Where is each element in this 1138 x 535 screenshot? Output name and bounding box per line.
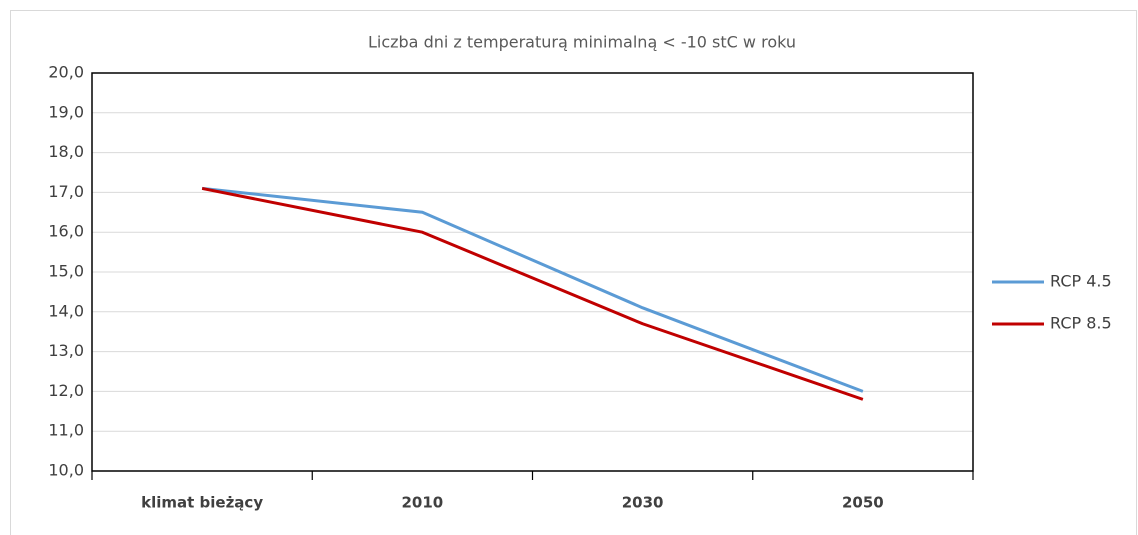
y-tick-label: 13,0 [48, 341, 84, 360]
chart-frame [10, 10, 1137, 535]
y-tick-label: 10,0 [48, 461, 84, 480]
x-tick-label: 2010 [402, 494, 444, 512]
legend-label: RCP 4.5 [1050, 272, 1112, 291]
y-tick-label: 15,0 [48, 262, 84, 281]
y-tick-label: 11,0 [48, 421, 84, 440]
y-tick-label: 17,0 [48, 182, 84, 201]
series-line [201, 186, 864, 401]
y-tick-label: 18,0 [48, 142, 84, 161]
y-tick-label: 14,0 [48, 301, 84, 320]
y-tick-label: 16,0 [48, 222, 84, 241]
legend-label: RCP 8.5 [1050, 314, 1112, 333]
y-tick-label: 19,0 [48, 102, 84, 121]
x-tick-label: 2050 [842, 494, 884, 512]
x-tick-label: klimat bieżący [141, 494, 263, 512]
chart-title: Liczba dni z temperaturą minimalną < -10… [368, 33, 796, 52]
y-tick-label: 12,0 [48, 381, 84, 400]
series-line [201, 186, 864, 393]
x-tick-label: 2030 [622, 494, 664, 512]
y-tick-label: 20,0 [48, 63, 84, 82]
